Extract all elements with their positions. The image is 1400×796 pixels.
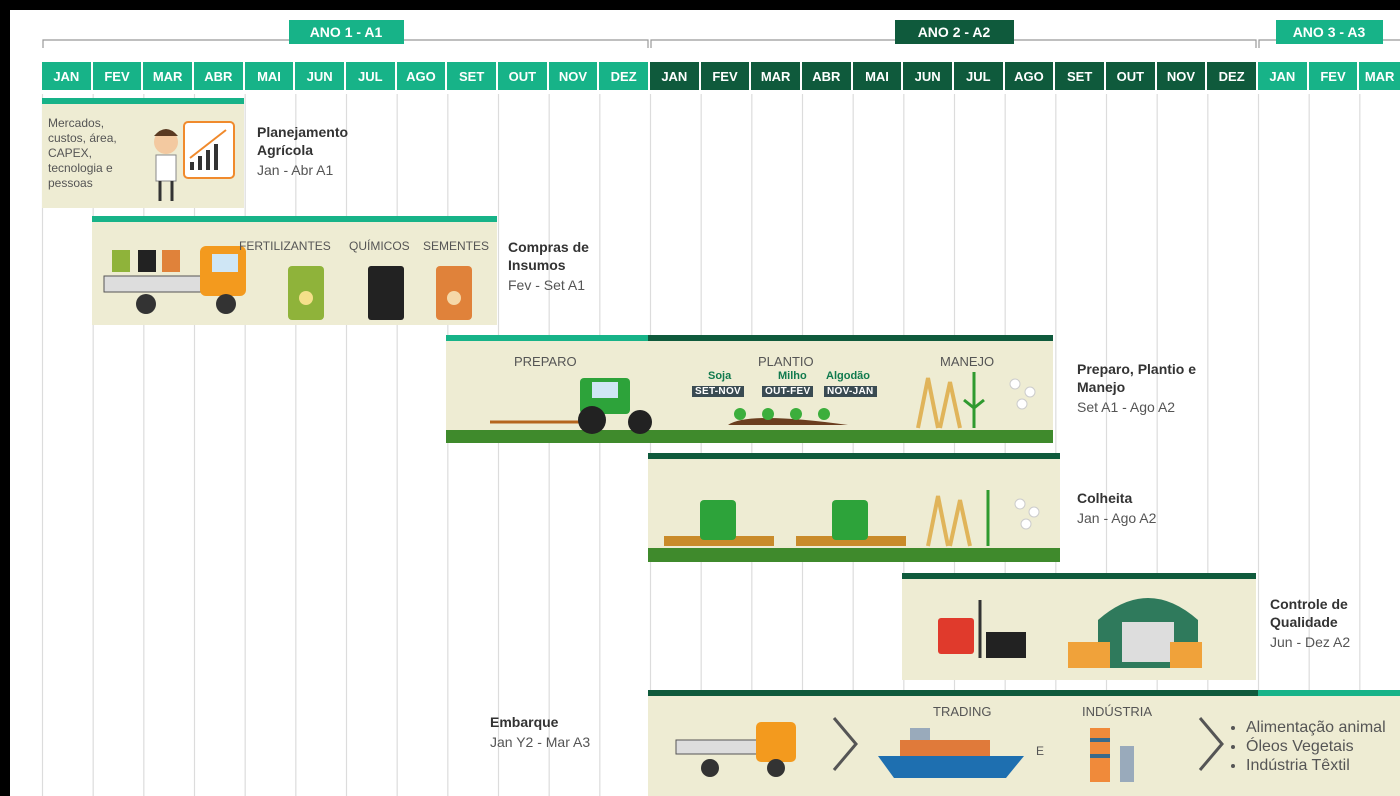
month-label: AGO bbox=[397, 62, 446, 90]
month-label: JUL bbox=[346, 62, 395, 90]
crop-window: OUT-FEV bbox=[762, 386, 813, 397]
quality-block bbox=[902, 573, 1256, 680]
month-label: OUT bbox=[498, 62, 547, 90]
month-label: JAN bbox=[1258, 62, 1307, 90]
timeline-graphics bbox=[10, 10, 1400, 796]
stage-period: Jan - Ago A2 bbox=[1077, 509, 1156, 527]
field-block bbox=[446, 335, 1053, 443]
phase-label: PREPARO bbox=[514, 354, 577, 369]
destination-list: Alimentação animalÓleos VegetaisIndústri… bbox=[1234, 718, 1386, 775]
month-label: DEZ bbox=[1207, 62, 1256, 90]
month-label: ABR bbox=[802, 62, 851, 90]
year-label: ANO 2 - A2 bbox=[895, 20, 1014, 44]
month-label: FEV bbox=[1309, 62, 1358, 90]
harvest-block bbox=[648, 453, 1060, 562]
month-label: MAR bbox=[1359, 62, 1400, 90]
month-label: JUN bbox=[903, 62, 952, 90]
stage-period: Jun - Dez A2 bbox=[1270, 633, 1350, 651]
stage-period: Jan Y2 - Mar A3 bbox=[490, 733, 590, 751]
month-label: MAI bbox=[245, 62, 294, 90]
phase-label: MANEJO bbox=[940, 354, 994, 369]
month-label: JUN bbox=[295, 62, 344, 90]
month-label: ABR bbox=[194, 62, 243, 90]
stage-period: Fev - Set A1 bbox=[508, 276, 585, 294]
stage-period: Set A1 - Ago A2 bbox=[1077, 398, 1175, 416]
month-label: NOV bbox=[1157, 62, 1206, 90]
crop-window: NOV-JAN bbox=[824, 386, 877, 397]
step-label: INDÚSTRIA bbox=[1082, 704, 1152, 719]
crop-name: Soja bbox=[708, 370, 731, 382]
month-label: FEV bbox=[93, 62, 142, 90]
stage-title: Compras de Insumos bbox=[508, 238, 618, 274]
stage-title: Embarque bbox=[490, 713, 558, 731]
year-brackets bbox=[43, 40, 1400, 48]
input-label: FERTILIZANTES bbox=[239, 239, 331, 253]
stage-title: Colheita bbox=[1077, 489, 1132, 507]
purchase-block bbox=[92, 216, 497, 325]
stage-period: Jan - Abr A1 bbox=[257, 161, 333, 179]
crop-name: Milho bbox=[778, 370, 807, 382]
stage-title: Preparo, Plantio e Manejo bbox=[1077, 360, 1227, 396]
year-label: ANO 1 - A1 bbox=[289, 20, 404, 44]
month-label: SET bbox=[447, 62, 496, 90]
month-label: JAN bbox=[650, 62, 699, 90]
input-label: QUÍMICOS bbox=[349, 239, 410, 253]
connector-label: E bbox=[1036, 744, 1044, 758]
month-label: JAN bbox=[42, 62, 91, 90]
stage-title: Controle de Qualidade bbox=[1270, 595, 1380, 631]
month-label: FEV bbox=[701, 62, 750, 90]
month-label: DEZ bbox=[599, 62, 648, 90]
phase-label: PLANTIO bbox=[758, 354, 814, 369]
month-label: SET bbox=[1055, 62, 1104, 90]
month-label: AGO bbox=[1005, 62, 1054, 90]
destination-item: Indústria Têxtil bbox=[1246, 756, 1386, 775]
month-label: MAR bbox=[143, 62, 192, 90]
month-label: OUT bbox=[1106, 62, 1155, 90]
month-label: MAR bbox=[751, 62, 800, 90]
month-label: NOV bbox=[549, 62, 598, 90]
input-label: SEMENTES bbox=[423, 239, 489, 253]
month-label: MAI bbox=[853, 62, 902, 90]
destination-item: Alimentação animal bbox=[1246, 718, 1386, 737]
year-label: ANO 3 - A3 bbox=[1276, 20, 1383, 44]
stage-title: Planejamento Agrícola bbox=[257, 123, 377, 159]
month-label: JUL bbox=[954, 62, 1003, 90]
step-label: TRADING bbox=[933, 704, 992, 719]
planning-details: Mercados, custos, área, CAPEX, tecnologi… bbox=[48, 116, 140, 191]
destination-item: Óleos Vegetais bbox=[1246, 737, 1386, 756]
crop-name: Algodão bbox=[826, 370, 870, 382]
crop-window: SET-NOV bbox=[692, 386, 744, 397]
